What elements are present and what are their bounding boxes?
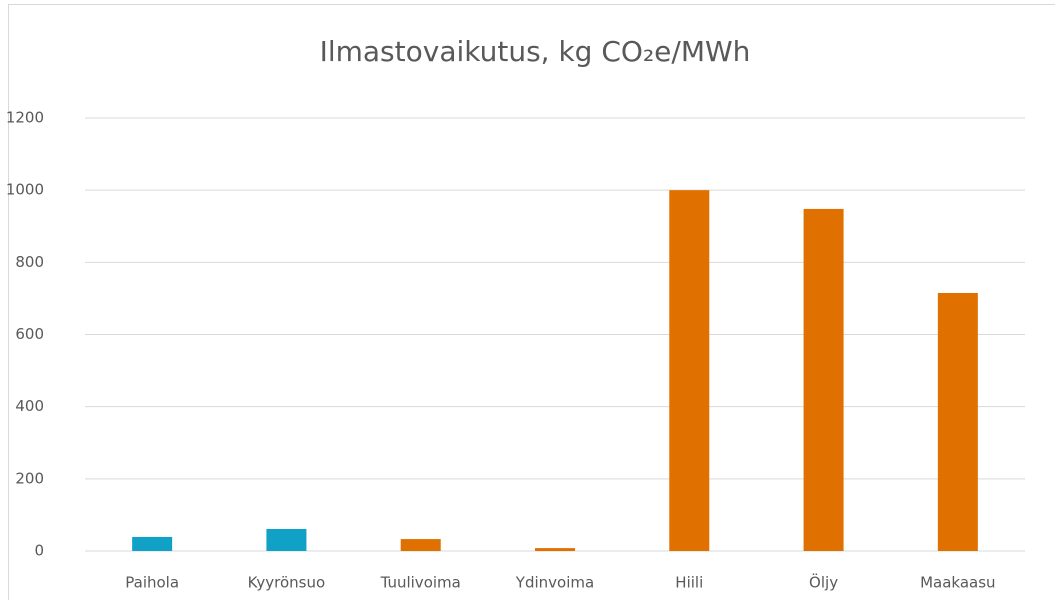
- y-tick-label: 0: [34, 542, 44, 560]
- x-tick-label: Maakaasu: [920, 574, 995, 592]
- bar: [266, 528, 307, 551]
- x-tick-label: Kyyrönsuo: [248, 574, 326, 592]
- y-tick-label: 800: [15, 253, 44, 271]
- bar: [535, 548, 575, 551]
- bar: [132, 536, 173, 551]
- bar: [669, 190, 710, 551]
- bar: [803, 208, 844, 551]
- chart-frame: [8, 4, 1055, 600]
- chart-title: Ilmastovaikutus, kg CO₂e/MWh: [320, 35, 751, 68]
- y-tick-label: 600: [15, 325, 44, 343]
- bar: [400, 539, 441, 551]
- x-tick-label: Ydinvoima: [515, 574, 594, 592]
- y-tick-label: 400: [15, 397, 44, 415]
- x-tick-label: Tuulivoima: [380, 574, 461, 592]
- bar: [937, 293, 978, 551]
- x-tick-label: Hiili: [675, 574, 703, 592]
- x-tick-label: Öljy: [809, 573, 838, 592]
- x-tick-label: Paihola: [125, 574, 179, 592]
- y-tick-label: 1200: [6, 109, 44, 127]
- y-tick-label: 1000: [6, 181, 44, 199]
- y-tick-label: 200: [15, 469, 44, 487]
